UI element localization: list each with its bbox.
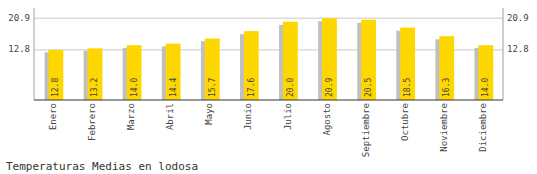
x-tick-label: Febrero — [87, 103, 97, 141]
bar — [48, 50, 63, 100]
axes: 12.8 12.8 20.9 20.9 Enero Febrero Marzo Abril Ma… — [8, 8, 528, 157]
data-label: 18.5 — [403, 78, 412, 97]
chart-svg: 12.8 12.8 20.9 20.9 Enero Febrero Marzo Abril Ma… — [0, 0, 537, 174]
bar — [205, 39, 220, 100]
x-tick-label: Diciembre — [478, 103, 488, 152]
x-tick-label: Abril — [165, 103, 175, 130]
bar — [88, 48, 103, 100]
data-label: 20.9 — [325, 78, 334, 97]
x-tick-label: Mayo — [204, 103, 214, 125]
data-label: 20.0 — [286, 78, 295, 97]
data-label: 15.7 — [208, 78, 217, 97]
data-label: 14.0 — [130, 78, 139, 97]
bar — [244, 31, 259, 100]
bar — [478, 45, 493, 100]
data-label: 16.3 — [442, 78, 451, 97]
x-tick-label: Enero — [48, 103, 58, 130]
grid — [34, 18, 503, 50]
grid-line — [34, 18, 503, 19]
bar — [322, 18, 337, 100]
x-tick-label: Junio — [243, 103, 253, 130]
title: Temperaturas Medias en lodosa — [6, 160, 198, 173]
x-tick-label: Marzo — [126, 103, 136, 130]
y2-axis-line — [503, 8, 504, 100]
data-label: 17.6 — [247, 78, 256, 97]
y-axis-line — [34, 8, 35, 100]
bar — [361, 20, 376, 100]
x-tick-label: Agosto — [322, 103, 332, 136]
data-label: 14.0 — [481, 78, 490, 97]
chart-container: 12.8 12.8 20.9 20.9 Enero Febrero Marzo Abril Ma… — [0, 0, 537, 174]
bar — [439, 36, 454, 100]
bar — [127, 45, 142, 100]
bar — [166, 44, 181, 100]
bar — [400, 28, 415, 100]
y-tick-label-right: 12.8 — [507, 44, 529, 54]
data-label: 13.2 — [90, 78, 99, 97]
data-label: 14.4 — [169, 78, 178, 97]
data-label: 12.8 — [51, 78, 60, 97]
x-tick-label: Noviembre — [439, 103, 449, 152]
x-tick-label: Julio — [283, 103, 293, 130]
x-tick-label: Octubre — [400, 103, 410, 141]
y-tick-label: 20.9 — [8, 13, 30, 23]
bars — [45, 18, 494, 100]
x-tick-label: Septiembre — [361, 103, 371, 157]
data-label: 20.5 — [364, 78, 373, 97]
bar — [283, 22, 298, 100]
y-tick-label: 12.8 — [8, 44, 30, 54]
grid-line — [34, 49, 503, 50]
x-axis-line — [34, 99, 503, 100]
y-tick-label-right: 20.9 — [507, 13, 529, 23]
data-labels: 12.8 13.2 14.0 14.4 15.7 17.6 20.0 20.9 20.5 18.5… — [51, 78, 490, 97]
